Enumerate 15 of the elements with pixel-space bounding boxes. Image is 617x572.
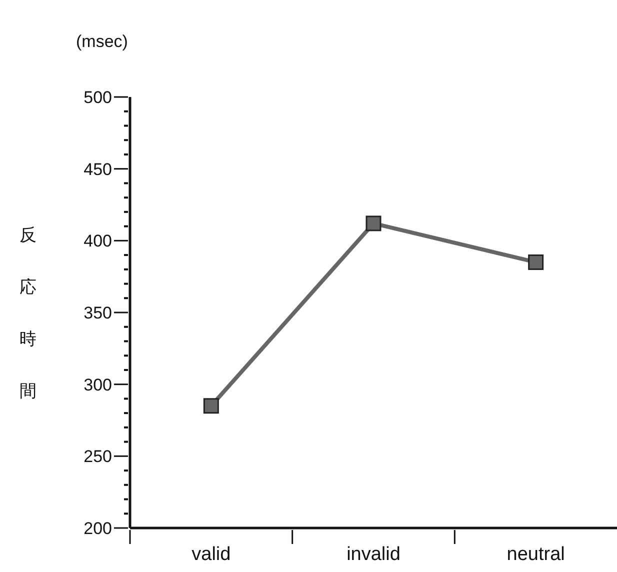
x-tick-label: valid bbox=[192, 544, 231, 565]
y-tick-label: 350 bbox=[84, 303, 112, 322]
y-tick-label: 200 bbox=[84, 518, 112, 538]
text: (msec) bbox=[76, 32, 128, 52]
point bbox=[366, 216, 382, 232]
point bbox=[203, 398, 219, 414]
x-tick-label: neutral bbox=[506, 544, 565, 565]
y-tick-label: 500 bbox=[84, 88, 112, 107]
x-tick-label: invalid bbox=[346, 544, 400, 565]
y-tick-label: 450 bbox=[84, 160, 112, 179]
text: 反応時間 bbox=[20, 225, 36, 400]
y-tick-label: 250 bbox=[84, 447, 112, 466]
point bbox=[528, 254, 544, 270]
y-tick-label: 300 bbox=[84, 375, 112, 394]
y-tick-label: 400 bbox=[84, 232, 112, 251]
